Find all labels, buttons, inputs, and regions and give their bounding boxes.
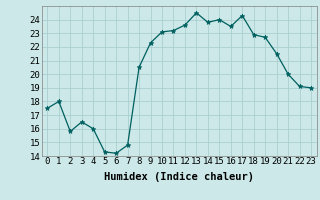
X-axis label: Humidex (Indice chaleur): Humidex (Indice chaleur) [104, 172, 254, 182]
